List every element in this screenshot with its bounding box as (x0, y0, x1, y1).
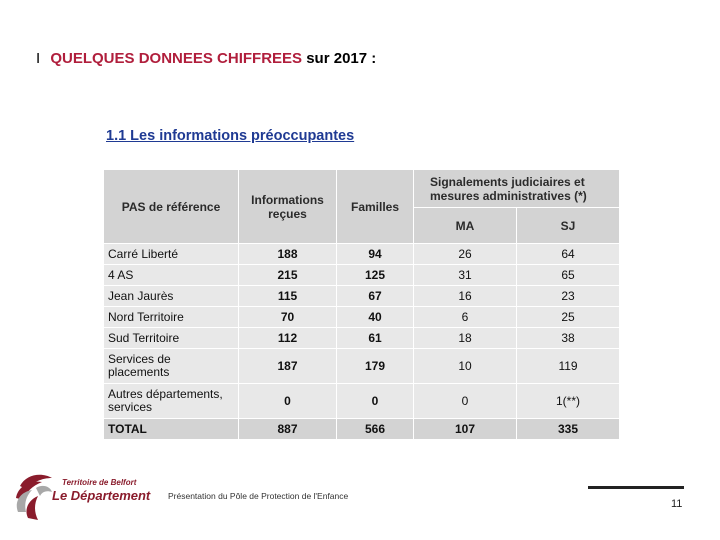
cell-familles: 125 (336, 264, 414, 286)
cell-pas: Carré Liberté (103, 243, 239, 265)
header-sj: SJ (515, 207, 621, 244)
cell-pas: 4 AS (103, 264, 239, 286)
table-row: Jean Jaurès 115 67 16 23 (103, 285, 621, 307)
slide-title: I QUELQUES DONNEES CHIFFREES sur 2017 : (36, 50, 376, 67)
table-row: Nord Territoire 70 40 6 25 (103, 306, 621, 328)
logo-departement: Le Département (52, 488, 151, 503)
cell-informations: 115 (238, 285, 337, 307)
cell-sj: 38 (515, 327, 621, 349)
section-title: 1.1 Les informations préoccupantes (106, 128, 355, 144)
cell-ma: 16 (413, 285, 517, 307)
cell-total-sj: 335 (515, 418, 621, 440)
cell-ma: 26 (413, 243, 517, 265)
title-suffix: sur 2017 : (306, 50, 377, 67)
cell-ma: 6 (413, 306, 517, 328)
header-pas: PAS de référence (103, 169, 239, 244)
cell-pas: Jean Jaurès (103, 285, 239, 307)
table-row: 4 AS 215 125 31 65 (103, 264, 621, 286)
header-informations: Informations reçues (238, 169, 337, 244)
cell-informations: 0 (238, 383, 337, 419)
cell-familles: 179 (336, 348, 414, 384)
cell-sj: 23 (515, 285, 621, 307)
cell-informations: 215 (238, 264, 337, 286)
cell-familles: 67 (336, 285, 414, 307)
header-signalements: Signalements judiciaires et mesures admi… (412, 169, 621, 208)
cell-total-familles: 566 (336, 418, 414, 440)
page-number: 11 (671, 498, 683, 510)
table-total-row: TOTAL 887 566 107 335 (103, 418, 621, 440)
cell-familles: 40 (336, 306, 414, 328)
footer-presentation: Présentation du Pôle de Protection de l'… (168, 491, 349, 501)
cell-sj: 65 (515, 264, 621, 286)
cell-pas: Autres départements, services (103, 383, 239, 419)
cell-familles: 94 (336, 243, 414, 265)
cell-pas: Nord Territoire (103, 306, 239, 328)
cell-familles: 61 (336, 327, 414, 349)
cell-ma: 31 (413, 264, 517, 286)
cell-ma: 10 (413, 348, 517, 384)
cell-informations: 112 (238, 327, 337, 349)
cell-sj: 119 (515, 348, 621, 384)
table-row: Carré Liberté 188 94 26 64 (103, 243, 621, 265)
cell-sj: 1(**) (515, 383, 621, 419)
cell-informations: 70 (238, 306, 337, 328)
cell-pas: Sud Territoire (103, 327, 239, 349)
table-row: Sud Territoire 112 61 18 38 (103, 327, 621, 349)
header-ma: MA (413, 207, 517, 244)
data-table: PAS de référence Informations reçues Fam… (103, 169, 621, 440)
table-row: Autres départements, services 0 0 0 1(**… (103, 383, 621, 419)
cell-sj: 64 (515, 243, 621, 265)
cell-sj: 25 (515, 306, 621, 328)
header-familles: Familles (336, 169, 414, 244)
cell-total-informations: 887 (238, 418, 337, 440)
cell-total-label: TOTAL (103, 418, 239, 440)
table-row: Services de placements 187 179 10 119 (103, 348, 621, 384)
cell-informations: 188 (238, 243, 337, 265)
title-bar-marker: I (36, 50, 41, 67)
cell-total-ma: 107 (413, 418, 517, 440)
footer-divider (588, 486, 684, 489)
cell-ma: 18 (413, 327, 517, 349)
cell-familles: 0 (336, 383, 414, 419)
logo-territoire: Territoire de Belfort (62, 478, 137, 487)
cell-pas: Services de placements (103, 348, 239, 384)
cell-informations: 187 (238, 348, 337, 384)
cell-ma: 0 (413, 383, 517, 419)
title-main: QUELQUES DONNEES CHIFFREES (50, 50, 303, 67)
departement-logo (16, 474, 52, 520)
